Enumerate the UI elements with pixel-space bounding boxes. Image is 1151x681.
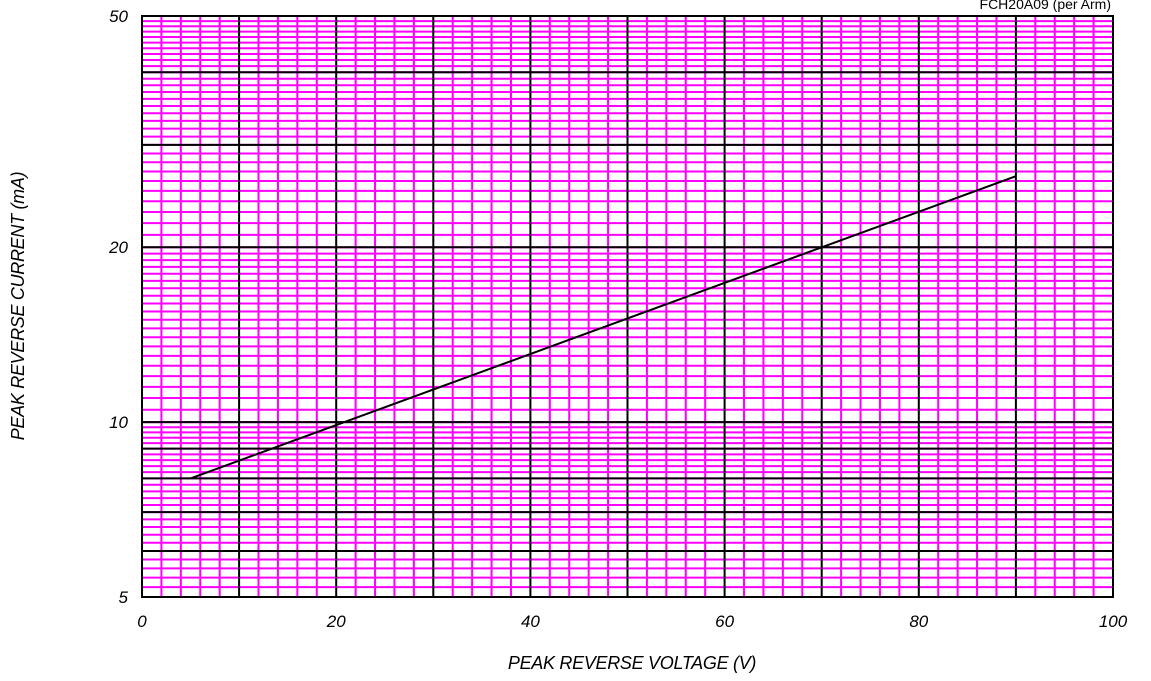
plot-border: [141, 15, 1114, 598]
series-line-0: [190, 175, 1017, 480]
y-tick-label: 50: [109, 7, 128, 26]
x-tick-label: 40: [521, 612, 540, 631]
major-grid: [142, 16, 1113, 597]
x-tick-label: 100: [1099, 612, 1128, 631]
y-tick-label: 20: [108, 238, 128, 257]
series-label: FCH20A09 (per Arm): [980, 0, 1111, 12]
y-axis-title: PEAK REVERSE CURRENT (mA): [8, 172, 28, 441]
x-axis-title: PEAK REVERSE VOLTAGE (V): [508, 653, 756, 673]
series-layer: [190, 175, 1017, 480]
x-tick-label: 0: [137, 612, 147, 631]
x-tick-label: 80: [909, 612, 928, 631]
y-tick-labels: 5 10 20 50: [108, 7, 128, 607]
y-tick-label: 10: [109, 413, 128, 432]
x-tick-label: 60: [715, 612, 734, 631]
x-tick-labels: 0 20 40 60 80 100: [137, 612, 1127, 631]
y-tick-label: 5: [119, 588, 129, 607]
x-tick-label: 20: [326, 612, 346, 631]
